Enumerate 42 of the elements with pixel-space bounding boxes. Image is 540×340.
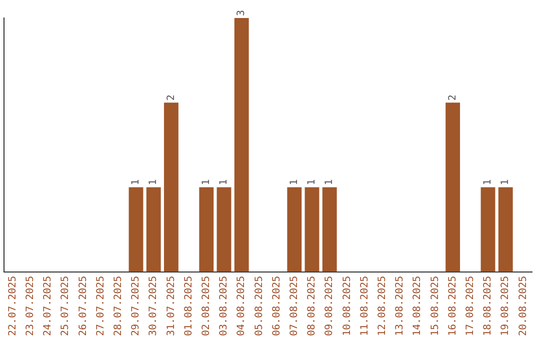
x-tick-label: 20.08.2025 (518, 276, 529, 336)
data-label: 1 (324, 179, 336, 186)
x-tick-label: 04.08.2025 (236, 276, 248, 336)
x-tick-label: 14.08.2025 (412, 276, 424, 336)
data-label: 1 (482, 179, 494, 186)
x-tick-label: 17.08.2025 (464, 276, 476, 336)
data-label: 1 (130, 179, 142, 186)
x-tick-label: 22.07.2025 (7, 276, 18, 336)
x-tick-label: 08.08.2025 (306, 276, 318, 336)
x-tick-label: 06.08.2025 (271, 276, 282, 336)
x-tick-label: 01.08.2025 (183, 276, 194, 336)
data-label: 1 (200, 179, 212, 186)
x-tick-label: 31.07.2025 (166, 276, 177, 336)
x-tick-label: 16.08.2025 (447, 276, 458, 336)
x-tick-label: 25.07.2025 (60, 276, 72, 336)
x-tick-label: 10.08.2025 (342, 276, 353, 336)
x-tick-label: 07.08.2025 (288, 276, 300, 336)
data-label: 1 (148, 179, 160, 186)
data-label: 1 (288, 179, 300, 186)
x-tick-label: 24.07.2025 (42, 276, 54, 336)
x-tick-label: 03.08.2025 (218, 276, 230, 336)
x-tick-label: 27.07.2025 (95, 276, 106, 336)
x-tick-label: 13.08.2025 (394, 276, 406, 336)
data-label: 1 (500, 179, 512, 186)
x-tick-label: 19.08.2025 (500, 276, 512, 336)
x-tick-label: 26.07.2025 (78, 276, 89, 336)
x-tick-label: 05.08.2025 (254, 276, 265, 336)
x-tick-label: 29.07.2025 (130, 276, 142, 336)
data-label: 2 (166, 94, 177, 101)
data-label: 3 (236, 10, 248, 16)
x-tick-label: 23.07.2025 (24, 276, 36, 336)
x-tick-label: 30.07.2025 (148, 276, 160, 336)
x-tick-label: 09.08.2025 (324, 276, 336, 336)
x-tick-label: 12.08.2025 (376, 276, 388, 336)
data-label: 1 (218, 179, 230, 186)
data-label: 1 (306, 179, 318, 186)
x-tick-label: 28.07.2025 (112, 276, 124, 336)
data-label: 2 (447, 94, 458, 101)
x-tick-label: 11.08.2025 (359, 276, 370, 336)
x-tick-label: 15.08.2025 (430, 276, 441, 336)
x-tick-label: 02.08.2025 (200, 276, 212, 336)
x-tick-label: 18.08.2025 (482, 276, 494, 336)
